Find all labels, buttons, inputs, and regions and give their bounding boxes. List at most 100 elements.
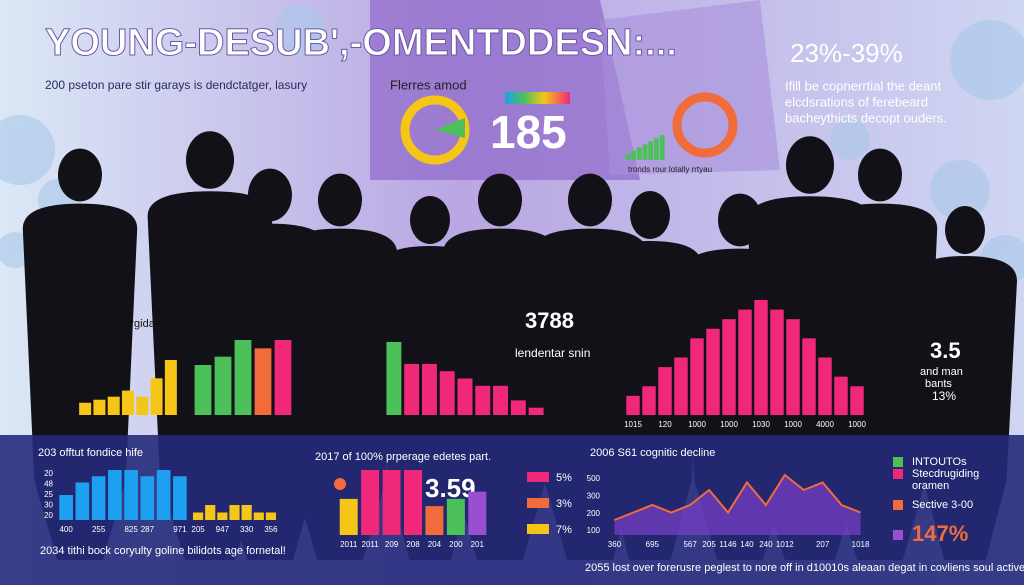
x-tick-label: 200	[449, 540, 463, 549]
x-tick-label: 4000	[816, 420, 834, 429]
bar	[229, 505, 240, 520]
bar	[706, 328, 720, 415]
y-tick-label: 20	[44, 511, 53, 520]
bar	[140, 476, 155, 520]
swatch-label: 3%	[556, 498, 572, 510]
caption: tronds rour lotally rrtyau	[628, 165, 712, 174]
x-tick-label: 825	[124, 525, 138, 534]
bar	[528, 407, 544, 415]
bar	[722, 319, 736, 415]
bar	[253, 512, 264, 520]
bar	[156, 470, 171, 520]
x-tick-label: 1	[83, 420, 88, 429]
x-tick-label: 75	[461, 420, 470, 429]
bar	[636, 147, 642, 160]
head	[630, 191, 670, 239]
y-tick-label: 13%	[364, 374, 380, 383]
bar	[217, 512, 228, 520]
bar	[254, 348, 272, 415]
x-tick-label: 567	[683, 540, 697, 549]
bar	[439, 371, 455, 415]
legend-label: INTOUTOs	[912, 456, 967, 468]
legend-swatch	[893, 500, 903, 510]
bar	[510, 400, 526, 415]
x-tick-label: 2011	[362, 540, 380, 549]
subtitle: 200 pseton pare stir garays is dendctatg…	[45, 78, 307, 92]
chart-title: 2006 S61 cognitic decline	[590, 447, 715, 459]
bar	[164, 360, 177, 415]
bar	[659, 135, 665, 160]
bar	[631, 150, 636, 160]
donut	[672, 92, 738, 158]
bar	[421, 363, 437, 415]
bar	[674, 357, 688, 415]
x-tick-label: 360	[608, 540, 622, 549]
head	[858, 148, 902, 202]
footer-left: 2034 tithi bock coryulty goline bilidots…	[40, 545, 286, 557]
head	[186, 131, 234, 189]
legend-label: Sective 3-00	[912, 499, 973, 511]
head	[58, 148, 102, 202]
title: YOUNG-DESUB',-OMENTDDESN:...	[45, 22, 677, 64]
x-tick-label: 947	[216, 525, 230, 534]
bar	[786, 319, 800, 415]
bar	[59, 495, 73, 520]
bar	[124, 470, 138, 520]
range: 23%-39%	[790, 38, 903, 68]
legend-label: oramen	[912, 480, 949, 492]
x-tick-label: 1146	[719, 540, 737, 549]
y-tick-label: 500	[587, 474, 601, 483]
bar	[475, 385, 491, 415]
y-tick-label: 30	[44, 501, 53, 510]
x-tick-label: 207	[816, 540, 830, 549]
footer-bottom: 2055 lost over forerusre peglest to nore…	[585, 562, 1024, 574]
x-tick-label: 35	[478, 420, 487, 429]
x-tick-label: 140	[740, 540, 754, 549]
bar	[79, 402, 92, 415]
x-tick-label: 201	[471, 540, 485, 549]
bar	[192, 512, 204, 520]
legend-swatch	[893, 469, 903, 479]
head	[568, 173, 612, 227]
x-tick-label: 1000	[720, 420, 738, 429]
swatch	[527, 498, 549, 508]
bar	[173, 476, 187, 520]
legend-swatch	[893, 530, 903, 540]
bar	[446, 498, 465, 535]
bar	[690, 338, 704, 415]
bar	[361, 470, 380, 535]
head	[478, 173, 522, 227]
note-line: bacheythicts decopt ouders.	[785, 110, 947, 125]
x-tick-label: 205	[702, 540, 716, 549]
bar	[425, 506, 444, 535]
bar	[274, 340, 292, 415]
bar	[234, 340, 252, 415]
head	[945, 206, 985, 254]
x-tick-label: 1030	[752, 420, 770, 429]
bar	[770, 309, 784, 415]
legend-swatch	[893, 457, 903, 467]
x-tick-label: 1000	[688, 420, 706, 429]
panel-label: Flerres amod	[390, 77, 467, 92]
bar	[818, 357, 832, 415]
head	[410, 196, 450, 244]
bar	[738, 309, 752, 415]
bar	[205, 505, 216, 520]
x-tick-label: 356	[264, 525, 278, 534]
callout: and man	[920, 366, 963, 378]
x-tick-label: 204	[428, 540, 442, 549]
y-tick-label: 200	[587, 509, 601, 518]
line	[614, 473, 861, 521]
bar	[654, 138, 659, 160]
panel-value: 185	[490, 106, 567, 158]
callout: 13%	[932, 389, 956, 403]
swatch-label: 7%	[556, 524, 572, 536]
x-tick-label: 695	[646, 540, 660, 549]
x-tick-label: 330	[240, 525, 254, 534]
callout: 3.5	[930, 338, 961, 363]
bar	[265, 512, 277, 520]
panel	[370, 0, 640, 180]
x-tick-label: 14	[425, 420, 434, 429]
y-tick-label: 20	[44, 469, 53, 478]
chart-title: 2017 of 100% prperage edetes part.	[315, 451, 491, 463]
